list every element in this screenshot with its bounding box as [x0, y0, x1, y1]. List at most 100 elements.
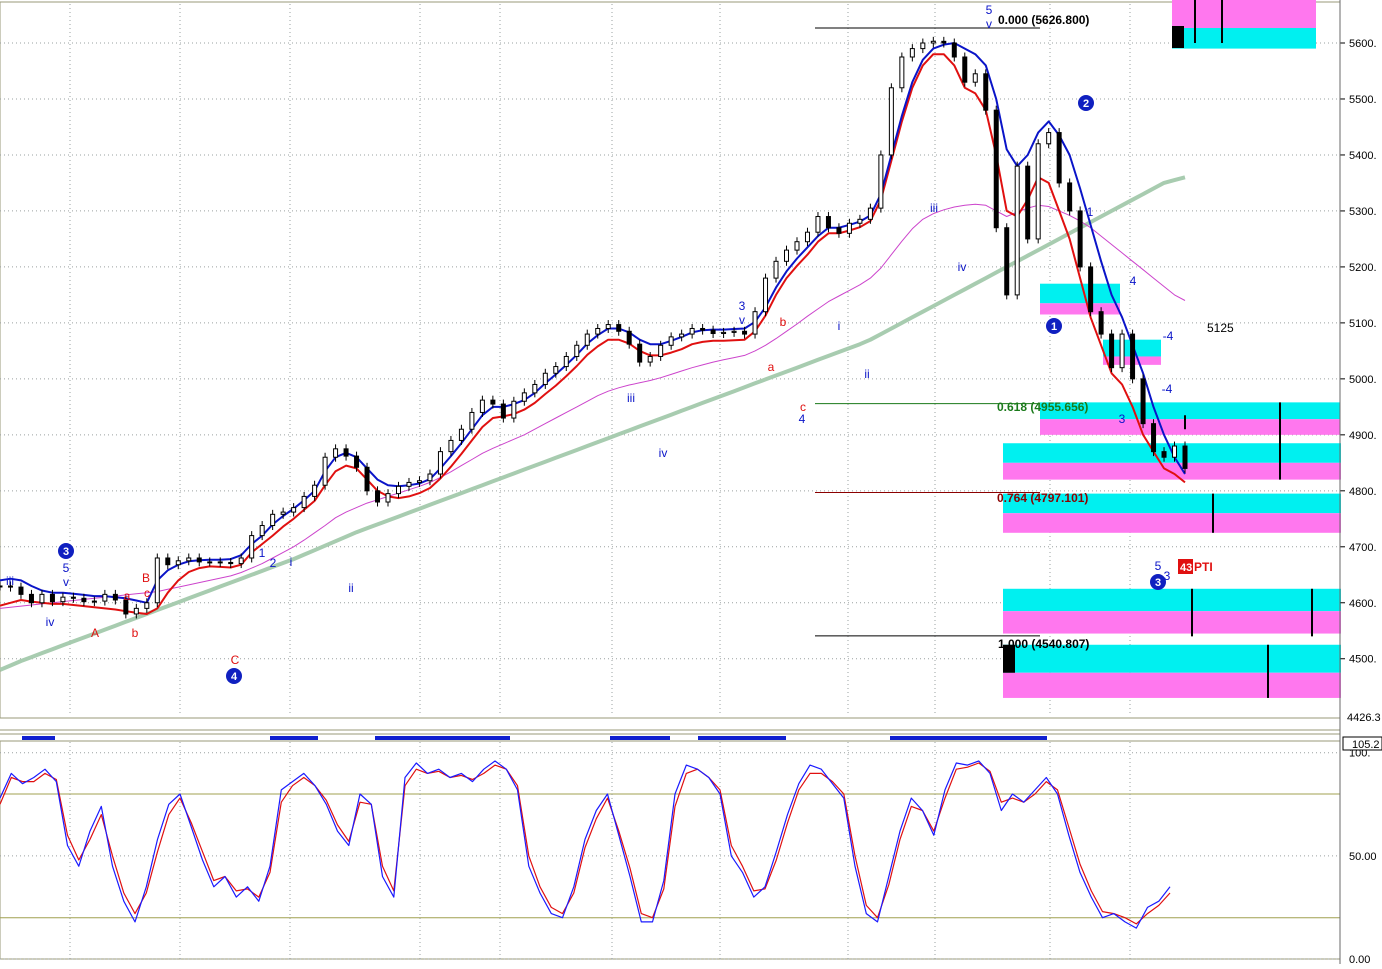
price-candle	[836, 227, 842, 234]
signal-bar	[22, 736, 55, 740]
price-candle	[825, 216, 831, 229]
price-candle	[899, 56, 905, 89]
price-candle	[154, 557, 160, 604]
wave-label: -4	[1163, 329, 1174, 343]
price-candle	[941, 40, 947, 44]
price-candle	[857, 218, 863, 224]
zone-band	[1172, 0, 1316, 28]
pti-badge	[1178, 559, 1193, 574]
price-candle	[1014, 165, 1020, 296]
price-candle	[563, 355, 569, 368]
price-candle	[763, 277, 769, 313]
wave-label: 1	[1087, 205, 1094, 219]
price-candle	[207, 561, 213, 564]
wave-label: b	[132, 626, 139, 640]
zone-band	[1003, 644, 1341, 673]
price-candle	[595, 327, 601, 335]
price-candle	[217, 561, 223, 564]
price-candle	[1004, 227, 1010, 296]
wave-label: 4	[799, 412, 806, 426]
price-candle	[668, 336, 674, 346]
price-axis-label: 5400.	[1349, 150, 1377, 162]
price-candle	[637, 343, 643, 363]
wave-label: 5	[986, 3, 993, 17]
price-candle	[574, 344, 580, 357]
wave-label: 5	[63, 561, 70, 575]
wave-label: 3	[1119, 412, 1126, 426]
price-candle	[1151, 423, 1157, 453]
price-candle	[333, 448, 339, 458]
price-candle	[983, 73, 989, 111]
wave-label: v	[986, 17, 992, 31]
price-candle	[1025, 165, 1031, 240]
price-series	[0, 36, 1188, 672]
price-axis-label: 5300.	[1349, 206, 1377, 218]
price-candle	[930, 40, 936, 44]
price-candle	[0, 585, 3, 588]
price-candle	[553, 366, 559, 374]
price-candle	[133, 607, 139, 615]
price-candle	[18, 586, 24, 595]
price-candle	[186, 557, 192, 562]
price-candle	[626, 330, 632, 345]
price-candle	[364, 466, 370, 492]
price-candle	[458, 428, 464, 441]
fib-zones	[815, 0, 1341, 698]
circled-wave-label: 3	[63, 546, 69, 558]
series-line-slow-ma	[0, 53, 1186, 615]
price-candle	[1067, 182, 1073, 212]
price-candle	[375, 490, 381, 503]
price-candle	[39, 593, 45, 604]
wave-label: C	[231, 653, 240, 667]
fib-label: 0.764 (4797.101)	[997, 491, 1088, 505]
price-candle	[1088, 266, 1094, 313]
oscillator-axis-label: 100.	[1349, 748, 1370, 760]
price-candle	[291, 507, 297, 513]
circled-wave-marker	[1078, 95, 1094, 111]
price-candle	[385, 493, 391, 503]
oscillator-axis-label: 0.00	[1349, 954, 1370, 964]
price-candle	[28, 593, 34, 604]
zone-band	[1003, 493, 1341, 514]
wave-label: a	[768, 360, 775, 374]
price-candle	[658, 344, 664, 357]
price-candle	[532, 383, 538, 394]
price-candle	[81, 597, 87, 603]
price-candle	[804, 231, 810, 243]
price-candle	[1161, 451, 1167, 458]
price-axis-label: 5600.	[1349, 38, 1377, 50]
price-candle	[406, 481, 412, 487]
price-candle	[437, 451, 443, 475]
zone-band	[1040, 303, 1120, 315]
price-candle	[102, 593, 108, 602]
price-axis-min-label: 4426.3	[1347, 712, 1381, 724]
price-candle	[951, 42, 957, 58]
signal-bar	[890, 736, 1047, 740]
oscillator-max-label: 105.2	[1352, 739, 1380, 751]
price-candle	[511, 400, 517, 419]
price-candle	[962, 56, 968, 83]
price-candle	[1109, 333, 1115, 369]
oscillator-panel	[0, 740, 1341, 960]
signal-bar	[375, 736, 510, 740]
fib-label: 1.000 (4540.807)	[998, 637, 1089, 651]
price-axis-label: 5200.	[1349, 262, 1377, 274]
price-candle	[500, 403, 506, 419]
circled-wave-label: 2	[1083, 98, 1089, 110]
signal-bar	[610, 736, 670, 740]
wave-label: iii	[6, 574, 14, 588]
circled-wave-marker	[1046, 318, 1062, 334]
wave-label: 5	[1155, 559, 1162, 573]
zone-band	[1003, 513, 1341, 533]
price-candle	[175, 560, 181, 566]
wave-label: i	[290, 555, 293, 569]
price-candle	[395, 485, 401, 495]
price-candle	[112, 593, 118, 601]
price-candle	[165, 557, 171, 566]
price-axis-label: 4900.	[1349, 430, 1377, 442]
price-candle	[249, 535, 255, 559]
wave-label: 2	[270, 556, 277, 570]
price-axis-label: 4800.	[1349, 486, 1377, 498]
fib-label: 0.000 (5626.800)	[998, 13, 1089, 27]
